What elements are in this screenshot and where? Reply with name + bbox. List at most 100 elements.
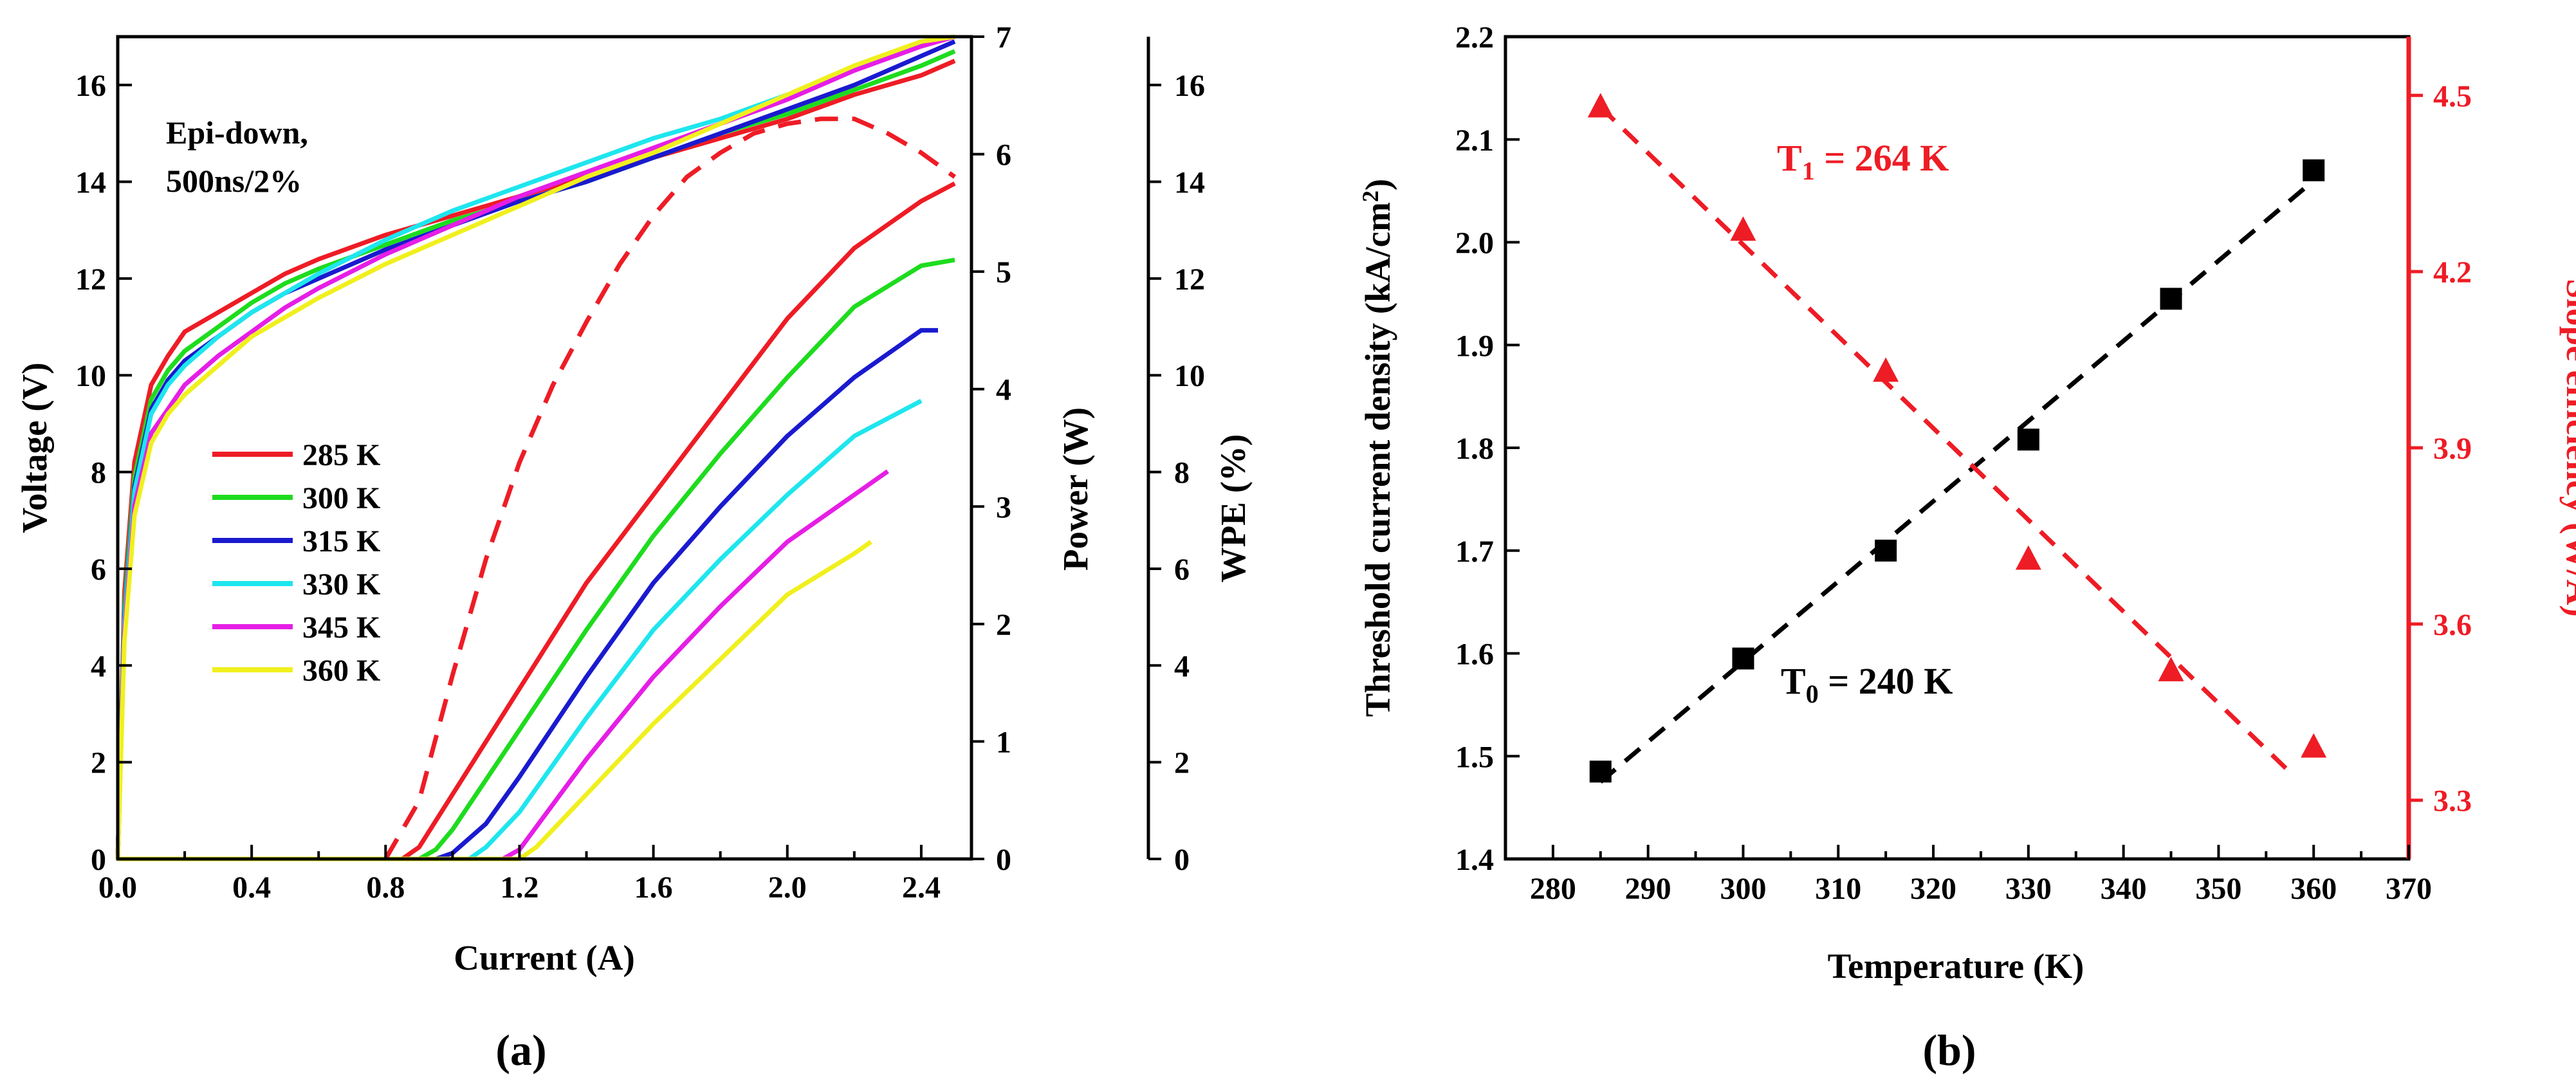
slope-tick-label: 4.2 (2433, 255, 2472, 290)
wpe-tick-label: 2 (1174, 746, 1190, 780)
wpe-curve-285 (383, 116, 957, 860)
voltage-curve-285 (115, 59, 956, 860)
plot-a-frame (116, 35, 973, 861)
threshold-axis-label: Threshold current density (kA/cm2) (1357, 179, 1397, 717)
voltage-axis-label: Voltage (V) (15, 362, 54, 533)
power-tick-label: 7 (996, 21, 1011, 55)
x-axis-ticks: 0.0 0.4 0.8 1.2 1.6 2.0 2.4 (98, 845, 941, 905)
voltage-curve-315 (115, 39, 956, 860)
threshold-axis-label-end: ) (1358, 179, 1397, 190)
slope-axis-ticks: 3.3 3.6 3.9 4.2 4.5 (2409, 79, 2472, 818)
slope-point (2158, 656, 2184, 681)
t1-value: = 264 K (1815, 137, 1949, 179)
wpe-tick-label: 8 (1174, 456, 1190, 490)
power-curve-345 (118, 469, 889, 862)
power-tick-label: 5 (996, 255, 1011, 290)
caption-a: (a) (495, 1026, 546, 1074)
x-tick-label: 1.2 (500, 871, 538, 905)
threshold-axis-label-sup: 2 (1357, 190, 1383, 202)
wpe-tick-label: 12 (1174, 263, 1205, 297)
power-axis-ticks: 0 1 2 3 4 5 6 7 (971, 21, 1011, 877)
x-tick-label: 2.0 (768, 871, 807, 905)
voltage-curve-330 (115, 34, 955, 860)
legend-label-285: 285 K (302, 438, 380, 472)
x-axis-ticks-b: 280 290 300 310 320 330 340 350 360 370 (1504, 845, 2432, 906)
legend-label-345: 345 K (302, 611, 380, 645)
t0-value: = 240 K (1819, 660, 1953, 702)
voltage-tick-label: 14 (75, 166, 106, 200)
threshold-point (1875, 539, 1897, 562)
wpe-tick-label: 14 (1174, 166, 1205, 200)
voltage-tick-label: 2 (91, 746, 106, 780)
t1-subscript: 1 (1802, 156, 1815, 185)
x-tick-label-b: 320 (1910, 872, 1956, 906)
voltage-tick-label: 0 (91, 843, 106, 877)
threshold-point (1732, 647, 1754, 670)
t1-symbol: T (1777, 137, 1802, 179)
power-curves (118, 181, 956, 862)
wpe-curve (383, 116, 957, 860)
voltage-curve-360 (115, 34, 955, 860)
voltage-tick-label: 12 (75, 263, 106, 297)
voltage-tick-label: 8 (91, 456, 106, 490)
caption-b: (b) (1922, 1026, 1976, 1074)
legend-label-360: 360 K (302, 654, 380, 688)
voltage-curves (115, 34, 956, 860)
slope-point (1730, 216, 1756, 241)
x-tick-label-b: 300 (1720, 872, 1766, 906)
threshold-tick-label: 1.8 (1455, 432, 1494, 466)
threshold-tick-label: 1.5 (1455, 740, 1494, 774)
power-tick-label: 6 (996, 138, 1011, 172)
plot-b-frame (1504, 35, 2411, 861)
power-curve-315 (118, 327, 938, 862)
legend-label-300: 300 K (302, 481, 380, 515)
annotation-line2: 500ns/2% (166, 163, 302, 199)
slope-point (2015, 545, 2041, 570)
x-tick-label: 1.6 (634, 871, 673, 905)
power-axis-label: Power (W) (1056, 407, 1095, 571)
x-axis-label: Current (A) (454, 938, 635, 977)
power-curve-330 (118, 398, 923, 862)
x-tick-label-b: 370 (2386, 872, 2432, 906)
wpe-axis-ticks: 0 2 4 6 8 10 12 14 16 (1148, 69, 1205, 877)
power-tick-label: 3 (996, 490, 1011, 524)
slope-tick-label: 3.9 (2433, 432, 2472, 466)
threshold-tick-label: 2.2 (1455, 21, 1494, 55)
t0-symbol: T (1781, 660, 1806, 702)
slope-axis-label: Slope efficiency (W/A) (2559, 279, 2576, 616)
power-tick-label: 4 (996, 373, 1011, 407)
x-axis-label-b: Temperature (K) (1828, 946, 2084, 986)
data-markers (1587, 93, 2327, 783)
x-tick-label-b: 310 (1815, 872, 1861, 906)
wpe-tick-label: 4 (1174, 649, 1190, 683)
voltage-tick-label: 6 (91, 553, 106, 587)
wpe-tick-label: 6 (1174, 553, 1190, 587)
x-tick-label: 0.4 (232, 871, 271, 905)
x-tick-label-b: 290 (1625, 872, 1671, 906)
wpe-tick-label: 0 (1174, 843, 1190, 877)
wpe-tick-label: 10 (1174, 359, 1205, 393)
x-tick-label-b: 360 (2290, 872, 2337, 906)
power-tick-label: 0 (996, 843, 1011, 877)
voltage-tick-label: 10 (75, 359, 106, 393)
voltage-curve-345 (115, 34, 955, 860)
power-curve-360 (118, 540, 872, 862)
voltage-tick-label: 4 (91, 649, 106, 683)
threshold-axis-label-text: Threshold current density (kA/cm (1358, 202, 1397, 717)
t0-annotation: T0 = 240 K (1781, 660, 1953, 708)
power-curve-285 (118, 181, 956, 862)
legend: 285 K 300 K 315 K 330 K 345 K 360 K (212, 438, 380, 688)
t1-annotation: T1 = 264 K (1777, 137, 1949, 185)
threshold-axis-ticks: 1.4 1.5 1.6 1.7 1.8 1.9 2.0 2.1 2.2 (1455, 21, 1520, 877)
annotation-line1: Epi-down, (166, 115, 308, 151)
threshold-tick-label: 2.0 (1455, 226, 1494, 261)
threshold-tick-label: 1.6 (1455, 638, 1494, 672)
x-tick-label-b: 330 (2005, 872, 2052, 906)
x-tick-label-b: 350 (2195, 872, 2241, 906)
voltage-tick-label: 16 (75, 69, 106, 103)
threshold-point (2017, 429, 2039, 451)
x-tick-label-b: 340 (2101, 872, 2147, 906)
wpe-axis-label: WPE (%) (1213, 434, 1253, 583)
slope-tick-label: 4.5 (2433, 79, 2472, 113)
